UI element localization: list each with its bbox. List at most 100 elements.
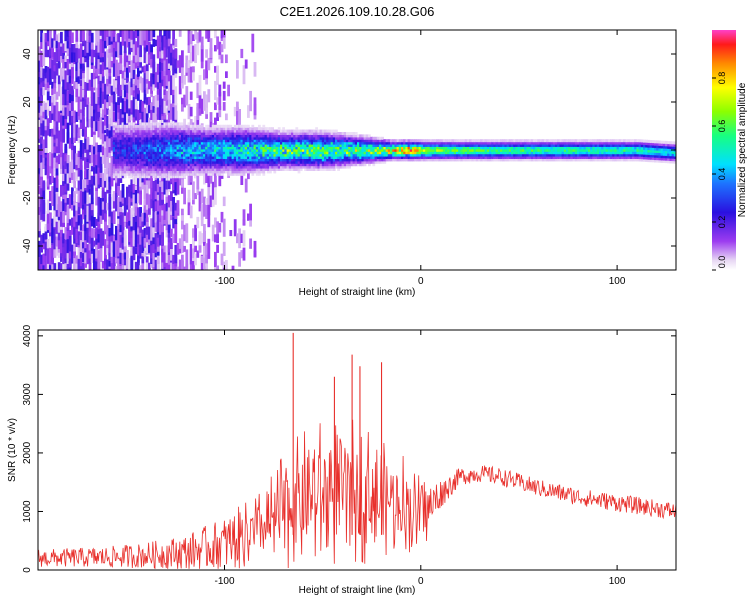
heatmap-cell (515, 148, 519, 152)
heatmap-cell (253, 168, 257, 171)
heatmap-cell (73, 255, 76, 270)
heatmap-cell (205, 134, 208, 138)
heatmap-cell (172, 127, 175, 131)
heatmap-cell (519, 156, 523, 159)
heatmap-cell (515, 153, 519, 157)
heatmap-cell (302, 139, 305, 143)
heatmap-cell (216, 170, 219, 174)
heatmap-cell (225, 156, 228, 159)
heatmap-cell (156, 139, 160, 143)
heatmap-cell (555, 156, 558, 159)
heatmap-cell (112, 37, 116, 48)
heatmap-cell (412, 146, 415, 150)
heatmap-cell (71, 148, 74, 160)
heatmap-cell (194, 134, 197, 138)
heatmap-cell (121, 134, 125, 138)
heatmap-cell (546, 153, 549, 157)
heatmap-cell (414, 146, 417, 150)
heatmap-cell (383, 158, 387, 162)
heatmap-cell (467, 144, 470, 147)
heatmap-cell (134, 106, 138, 117)
heatmap-cell (447, 141, 450, 145)
heatmap-cell (273, 132, 277, 135)
heatmap-cell (211, 195, 215, 207)
heatmap-cell (504, 141, 508, 145)
heatmap-cell (249, 163, 252, 167)
heatmap-cell (275, 156, 279, 159)
heatmap-cell (423, 141, 426, 145)
heatmap-cell (178, 127, 182, 131)
heatmap-cell (392, 144, 395, 147)
heatmap-cell (370, 136, 373, 140)
heatmap-cell (449, 139, 453, 143)
heatmap-cell (181, 254, 184, 270)
heatmap-cell (354, 144, 358, 147)
heatmap-cell (247, 146, 250, 150)
heatmap-cell (460, 151, 464, 155)
heatmap-cell (541, 151, 545, 155)
heatmap-cell (128, 224, 131, 242)
heatmap-cell (365, 141, 369, 145)
heatmap-cell (363, 151, 367, 155)
heatmap-cell (541, 144, 545, 147)
heatmap-cell (176, 124, 180, 128)
heatmap-cell (143, 165, 147, 169)
heatmap-cell (170, 175, 173, 179)
heatmap-cell (544, 153, 547, 157)
heatmap-cell (484, 158, 488, 162)
heatmap-cell (187, 148, 191, 152)
heatmap-cell (420, 146, 424, 150)
heatmap-cell (407, 151, 411, 155)
heatmap-cell (363, 160, 367, 164)
heatmap-cell (207, 238, 211, 259)
heatmap-cell (189, 170, 193, 174)
heatmap-cell (363, 136, 367, 140)
heatmap-cell (310, 139, 314, 143)
heatmap-cell (152, 232, 156, 245)
heatmap-cell (282, 134, 285, 138)
heatmap-cell (68, 194, 72, 209)
heatmap-cell (60, 40, 63, 56)
heatmap-cell (181, 124, 184, 128)
heatmap-cell (93, 151, 96, 168)
heatmap-cell (238, 163, 241, 167)
heatmap-cell (196, 160, 200, 164)
heatmap-cell (178, 175, 182, 186)
heatmap-cell (46, 173, 50, 187)
heatmap-cell (161, 139, 164, 143)
heatmap-cell (365, 139, 369, 143)
heatmap-cell (172, 101, 175, 122)
heatmap-cell (134, 156, 138, 159)
heatmap-cell (343, 139, 347, 143)
heatmap-cell (495, 151, 499, 155)
heatmap-cell (104, 140, 107, 157)
heatmap-cell (211, 129, 215, 133)
heatmap-cell (317, 141, 321, 145)
heatmap-cell (132, 178, 136, 193)
heatmap-cell (115, 148, 118, 152)
heatmap-cell (418, 158, 422, 162)
heatmap-cell (508, 158, 512, 162)
heatmap-cell (310, 156, 314, 159)
heatmap-cell (134, 181, 138, 190)
heatmap-cell (167, 234, 171, 253)
heatmap-cell (192, 66, 195, 73)
heatmap-cell (141, 170, 145, 174)
heatmap-cell (148, 160, 151, 164)
heatmap-cell (354, 134, 358, 138)
heatmap-cell (57, 250, 61, 258)
heatmap-cell (194, 163, 197, 167)
heatmap-cell (178, 163, 182, 167)
heatmap-cell (506, 153, 510, 157)
heatmap-cell (218, 144, 222, 147)
heatmap-cell (537, 148, 541, 152)
heatmap-cell (150, 194, 153, 209)
heatmap-cell (106, 115, 109, 129)
heatmap-cell (302, 148, 305, 152)
heatmap-cell (101, 32, 105, 53)
heatmap-cell (506, 139, 510, 143)
heatmap-cell (275, 134, 279, 138)
heatmap-cell (165, 58, 169, 70)
heatmap-cell (46, 153, 50, 166)
